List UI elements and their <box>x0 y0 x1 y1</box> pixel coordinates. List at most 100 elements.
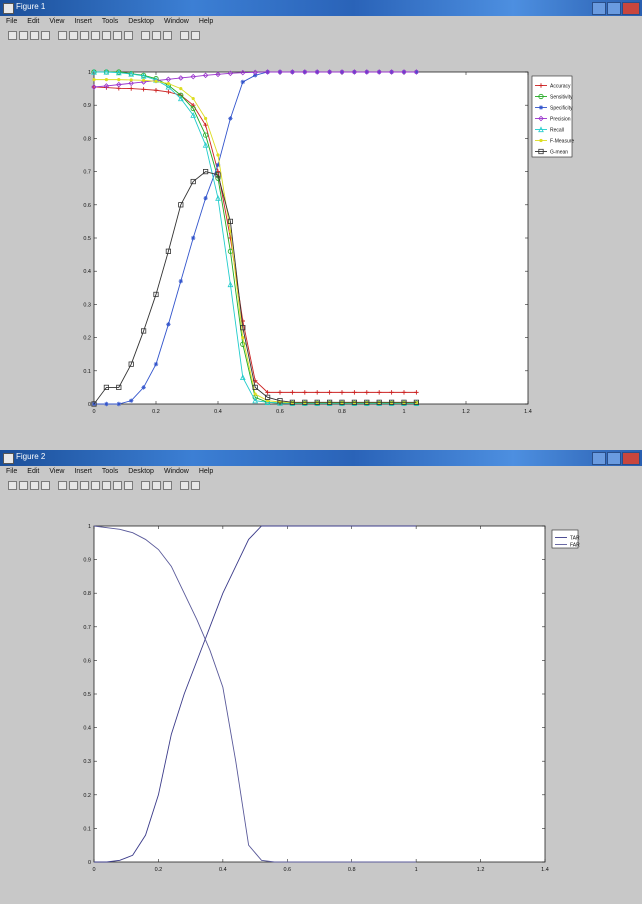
menu-view[interactable]: View <box>49 468 65 475</box>
data-point <box>140 328 147 334</box>
series-line <box>94 71 417 404</box>
close-button[interactable] <box>622 2 640 15</box>
menu-desktop[interactable]: Desktop <box>128 18 154 25</box>
data-point <box>141 385 146 390</box>
show-plot-icon[interactable] <box>191 30 200 40</box>
data-point <box>326 69 333 75</box>
data-point <box>253 73 258 78</box>
legend-label: F-Measure <box>550 139 574 145</box>
link-icon[interactable] <box>141 480 150 490</box>
data-point <box>166 89 171 95</box>
data-point <box>203 195 208 201</box>
data-point <box>227 218 233 224</box>
menu-view[interactable]: View <box>49 18 65 25</box>
brush-icon[interactable] <box>124 30 133 40</box>
pan-icon[interactable] <box>91 480 100 490</box>
data-point <box>140 79 147 85</box>
minimize-button[interactable] <box>592 452 606 465</box>
x-tick-label: 1 <box>415 867 418 873</box>
data-point <box>117 78 121 82</box>
pointer-icon[interactable] <box>58 480 67 490</box>
pointer-icon[interactable] <box>58 30 67 40</box>
data-point <box>290 390 295 395</box>
minimize-button[interactable] <box>592 2 606 15</box>
open-file-icon[interactable] <box>19 480 28 490</box>
data-point <box>103 83 110 89</box>
menu-help[interactable]: Help <box>198 468 214 475</box>
data-point <box>240 318 245 324</box>
data-point <box>91 84 97 90</box>
data-point <box>339 399 345 405</box>
menu-insert[interactable]: Insert <box>74 18 92 25</box>
new-file-icon[interactable] <box>8 480 17 490</box>
data-point <box>203 132 209 138</box>
zoom-out-icon[interactable] <box>80 480 89 490</box>
data-point <box>190 112 197 118</box>
menu-edit[interactable]: Edit <box>27 468 40 475</box>
series-line <box>94 525 417 863</box>
data-point <box>351 69 358 75</box>
data-point <box>388 69 395 75</box>
legend-label: Accuracy <box>550 84 571 90</box>
save-icon[interactable] <box>30 30 39 40</box>
new-file-icon[interactable] <box>8 30 17 40</box>
zoom-out-icon[interactable] <box>80 30 89 40</box>
legend-icon[interactable] <box>163 480 172 490</box>
data-point <box>190 73 196 80</box>
series-precision <box>91 69 420 90</box>
menu-file[interactable]: File <box>6 18 18 25</box>
colorbar-icon[interactable] <box>152 480 161 490</box>
menu-window[interactable]: Window <box>163 468 189 475</box>
maximize-button[interactable] <box>607 2 621 15</box>
data-point <box>289 399 296 405</box>
y-tick-label: 0.7 <box>83 170 91 176</box>
data-point <box>376 399 382 405</box>
data-cursor-icon[interactable] <box>113 480 122 490</box>
figure-icon <box>3 3 14 14</box>
y-tick-label: 0.6 <box>83 203 91 209</box>
hide-plot-icon[interactable] <box>180 30 189 40</box>
zoom-in-icon[interactable] <box>69 480 78 490</box>
x-tick-label: 0.4 <box>214 409 222 415</box>
data-point <box>190 178 196 185</box>
data-point <box>401 69 407 75</box>
menu-file[interactable]: File <box>6 468 18 475</box>
data-point <box>165 83 172 90</box>
title-bar[interactable]: Figure 2 <box>0 450 642 466</box>
rotate-icon[interactable] <box>102 480 111 490</box>
menu-tools[interactable]: Tools <box>101 468 119 475</box>
rotate-icon[interactable] <box>102 30 111 40</box>
menu-help[interactable]: Help <box>198 18 214 25</box>
save-icon[interactable] <box>30 480 39 490</box>
brush-icon[interactable] <box>124 480 133 490</box>
show-plot-icon[interactable] <box>191 480 200 490</box>
y-tick-label: 0.1 <box>83 369 91 375</box>
y-tick-label: 0.5 <box>83 692 91 698</box>
data-point <box>116 81 122 88</box>
hide-plot-icon[interactable] <box>180 480 189 490</box>
menu-desktop[interactable]: Desktop <box>128 468 154 475</box>
menu-insert[interactable]: Insert <box>74 468 92 475</box>
open-file-icon[interactable] <box>19 30 28 40</box>
menu-window[interactable]: Window <box>163 18 189 25</box>
legend-label: Recall <box>550 128 564 134</box>
menu-tools[interactable]: Tools <box>101 18 119 25</box>
print-icon[interactable] <box>41 480 50 490</box>
data-point <box>252 397 259 404</box>
zoom-in-icon[interactable] <box>69 30 78 40</box>
colorbar-icon[interactable] <box>152 30 161 40</box>
link-icon[interactable] <box>141 30 150 40</box>
maximize-button[interactable] <box>607 452 621 465</box>
title-bar[interactable]: Figure 1 <box>0 0 642 16</box>
close-button[interactable] <box>622 452 640 465</box>
data-point <box>103 68 110 75</box>
menu-edit[interactable]: Edit <box>27 18 40 25</box>
data-cursor-icon[interactable] <box>113 30 122 40</box>
print-icon[interactable] <box>41 30 50 40</box>
pan-icon[interactable] <box>91 30 100 40</box>
y-tick-label: 1 <box>88 70 91 76</box>
series-line <box>93 171 417 405</box>
y-tick-label: 0.5 <box>83 236 91 242</box>
legend-icon[interactable] <box>163 30 172 40</box>
data-point <box>227 281 234 288</box>
